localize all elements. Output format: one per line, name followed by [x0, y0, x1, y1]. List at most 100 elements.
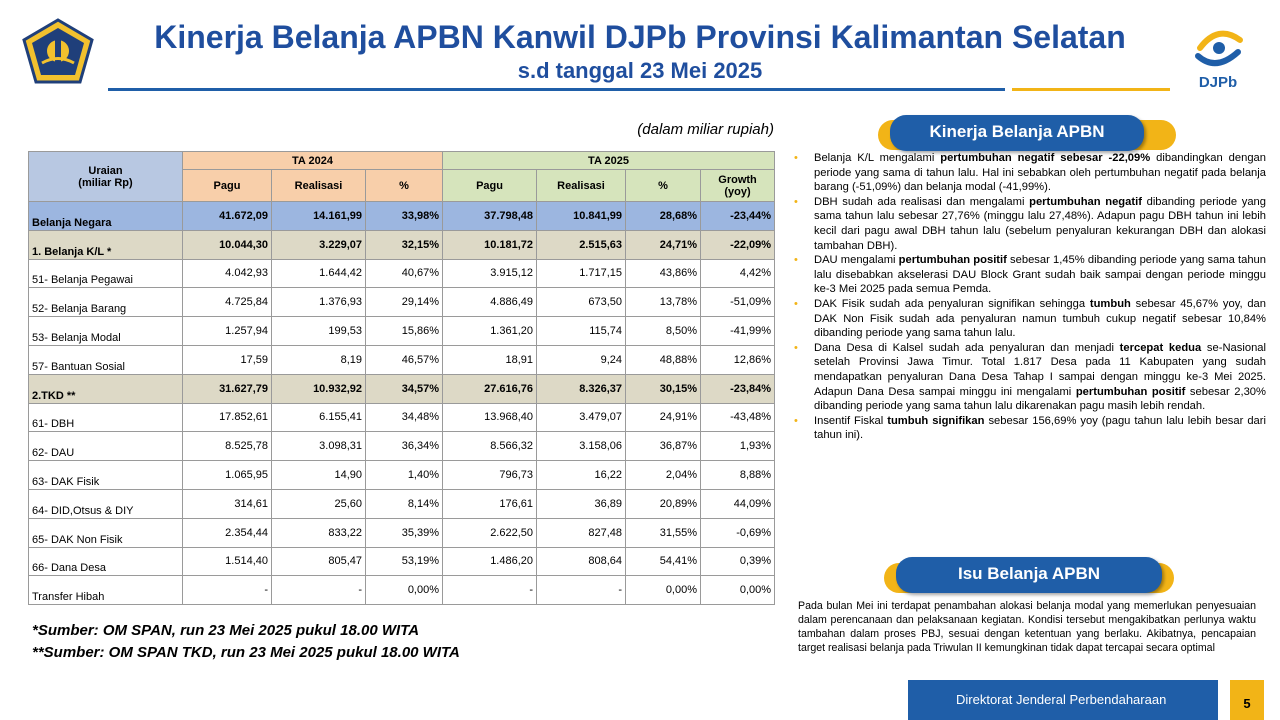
cell-value: 53,19% — [364, 546, 444, 577]
cell-value: 13,78% — [625, 287, 702, 318]
cell-value: -23,84% — [700, 373, 776, 404]
cell-value: -41,99% — [700, 316, 776, 346]
cell-value: 115,74 — [536, 316, 627, 346]
cell-value: 8.566,32 — [442, 431, 538, 462]
bullet-text: DBH sudah ada realisasi dan mengalami — [814, 195, 1030, 208]
col-pct-2025: % — [625, 169, 702, 202]
kinerja-bullet: • DAK Fisik sudah ada penyaluran signifik… — [794, 297, 1266, 341]
cell-value: 1.065,95 — [182, 460, 272, 490]
isu-title: Isu Belanja APBN — [896, 557, 1162, 593]
bullet-icon: • — [794, 195, 798, 208]
cell-value: 0,00% — [700, 575, 776, 606]
bullet-emphasis: pertumbuhan negatif — [1029, 195, 1142, 208]
header-uraian-label: Uraian — [88, 164, 123, 177]
cell-value: -22,09% — [700, 229, 776, 260]
cell-value: 673,50 — [536, 287, 627, 318]
unit-note: (dalam miliar rupiah) — [637, 121, 774, 138]
bullet-icon: • — [794, 297, 798, 310]
bullet-emphasis: tumbuh — [1089, 297, 1131, 310]
cell-value: 37.798,48 — [442, 201, 538, 231]
header-uraian-sub: (miliar Rp) — [78, 176, 133, 189]
row-label: 64- DID,Otsus & DIY — [28, 488, 183, 519]
bullet-text: sebesar 156,69% yoy (pagu tahun lalu leb… — [814, 414, 1266, 442]
cell-value: 2.622,50 — [442, 517, 538, 548]
bullet-text: sebesar 1,45% dibanding periode yang sam… — [814, 254, 1266, 296]
cell-value: -0,69% — [700, 517, 776, 548]
cell-value: 30,15% — [625, 373, 702, 404]
row-label: 57- Bantuan Sosial — [28, 344, 183, 375]
cell-value: 4.725,84 — [182, 287, 272, 318]
row-label: 61- DBH — [28, 402, 183, 433]
cell-value: 10.044,30 — [182, 229, 272, 260]
col-pct-2024: % — [364, 169, 444, 202]
cell-value: 36,34% — [364, 431, 444, 462]
row-label: 65- DAK Non Fisik — [28, 517, 183, 548]
bullet-emphasis: tumbuh signifikan — [887, 414, 985, 427]
bullet-text: Insentif Fiskal — [814, 414, 888, 427]
cell-value: 17.852,61 — [182, 402, 272, 433]
cell-value: 9,24 — [536, 344, 627, 375]
cell-value: 2.354,44 — [182, 517, 272, 548]
col-realisasi-2024: Realisasi — [271, 169, 366, 202]
cell-value: 6.155,41 — [271, 402, 366, 433]
cell-value: - — [536, 575, 627, 606]
cell-value: 18,91 — [442, 344, 538, 375]
apbn-table: Uraian (miliar Rp) TA 2024 TA 2025 Pagu … — [28, 151, 776, 606]
cell-value: 36,87% — [625, 431, 702, 462]
bullet-icon: • — [794, 414, 798, 427]
bullet-text: dibandingkan dengan periode yang sama di… — [814, 152, 1266, 194]
table-row: 52- Belanja Barang 4.725,84 1.376,93 29,14%… — [28, 287, 776, 318]
cell-value: 10.841,99 — [536, 201, 627, 231]
cell-value: 827,48 — [536, 517, 627, 548]
cell-value: 25,60 — [271, 488, 366, 519]
row-label: 51- Belanja Pegawai — [28, 258, 183, 289]
table-row: 62- DAU 8.525,78 3.098,31 36,34% 8.566,32 3.1… — [28, 431, 776, 462]
cell-value: 1.257,94 — [182, 316, 272, 346]
cell-value: 8,19 — [271, 344, 366, 375]
bullet-text: Dana Desa di Kalsel sudah ada penyaluran… — [814, 341, 1120, 354]
cell-value: 12,86% — [700, 344, 776, 375]
bullet-emphasis: pertumbuhan positif — [898, 254, 1007, 267]
cell-value: 44,09% — [700, 488, 776, 519]
title-underline-yellow — [1012, 88, 1170, 91]
row-label: 2.TKD ** — [28, 373, 183, 404]
cell-value: 8.525,78 — [182, 431, 272, 462]
table-row: 53- Belanja Modal 1.257,94 199,53 15,86% 1.3… — [28, 316, 776, 346]
kinerja-bullet: • DAU mengalami pertumbuhan positif sebes… — [794, 253, 1266, 297]
cell-value: 1.376,93 — [271, 287, 366, 318]
bullet-emphasis: tercepat kedua — [1119, 341, 1202, 354]
cell-value: 2,04% — [625, 460, 702, 490]
cell-value: 54,41% — [625, 546, 702, 577]
row-label: 1. Belanja K/L * — [28, 229, 183, 260]
cell-value: 1,40% — [364, 460, 444, 490]
bullet-icon: • — [794, 341, 798, 354]
cell-value: 35,39% — [364, 517, 444, 548]
djpb-emblem-icon — [1195, 30, 1243, 66]
bullet-icon: • — [794, 254, 798, 267]
bullet-text: dibanding periode yang sama tahun lalu s… — [814, 195, 1267, 252]
col-growth-label: Growth — [718, 173, 757, 186]
cell-value: 24,91% — [625, 402, 702, 433]
col-growth: Growth (yoy) — [700, 169, 776, 202]
row-label: 52- Belanja Barang — [28, 287, 183, 318]
cell-value: 24,71% — [625, 229, 702, 260]
cell-value: 808,64 — [536, 546, 627, 577]
cell-value: 805,47 — [271, 546, 366, 577]
cell-value: 1,93% — [700, 431, 776, 462]
cell-value: 1.644,42 — [271, 258, 366, 289]
header-ta2025: TA 2025 — [442, 151, 776, 170]
col-pagu-2024: Pagu — [182, 169, 272, 202]
cell-value: 1.717,15 — [536, 258, 627, 289]
row-label: 63- DAK Fisik — [28, 460, 183, 490]
bullet-text: sebesar 2,30% dibanding periode yang sam… — [814, 385, 1266, 413]
djpb-logo — [1186, 20, 1250, 92]
cell-value: 48,88% — [625, 344, 702, 375]
cell-value: 32,15% — [364, 229, 444, 260]
cell-value: 14.161,99 — [271, 201, 366, 231]
bullet-text: se-Nasional setelah Provinsi Jawa Timur.… — [814, 341, 1267, 398]
cell-value: 0,00% — [625, 575, 702, 606]
cell-value: 4.042,93 — [182, 258, 272, 289]
page-subtitle: s.d tanggal 23 Mei 2025 — [517, 58, 763, 83]
table-row: Transfer Hibah - -0,00% - -0,00% 0,00% — [28, 575, 776, 606]
table-row: 1. Belanja K/L * 10.044,30 3.229,07 32,15% 1… — [28, 229, 776, 260]
